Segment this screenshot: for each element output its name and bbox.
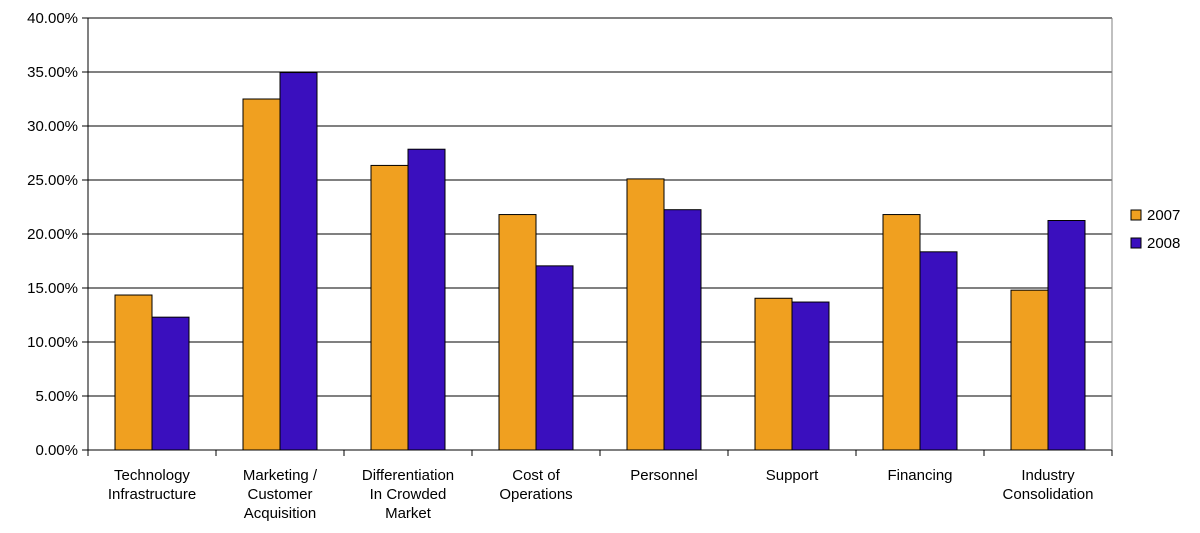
x-category-label: Acquisition (244, 505, 317, 522)
y-tick-label: 20.00% (27, 226, 78, 243)
y-tick-label: 0.00% (35, 442, 78, 459)
bar-2007-5 (626, 178, 665, 451)
x-category-label: In Crowded (370, 486, 447, 503)
y-tick-label: 25.00% (27, 172, 78, 189)
legend-label-2007: 2007 (1147, 207, 1180, 224)
x-category-label: Industry (1021, 467, 1075, 484)
bars (114, 72, 1086, 451)
legend-swatch-2007 (1130, 209, 1142, 221)
bar-2008-4 (535, 265, 574, 451)
bar-2007-8 (1010, 289, 1049, 451)
bar-2007-7 (882, 214, 921, 451)
y-axis-tick-labels: 0.00% 5.00% 10.00% 15.00% 20.00% 25.00% 30.00%… (27, 10, 78, 459)
y-tick-label: 5.00% (35, 388, 78, 405)
legend-swatch-2008 (1130, 237, 1142, 249)
x-category-label: Customer (247, 486, 312, 503)
x-category-label: Technology (114, 467, 190, 484)
x-category-label: Personnel (630, 467, 698, 484)
x-category-label: Differentiation (362, 467, 454, 484)
x-category-label: Consolidation (1003, 486, 1094, 503)
y-tick-label: 35.00% (27, 64, 78, 81)
x-axis-category-labels: Technology Infrastructure Marketing / Custo… (108, 467, 1094, 522)
bar-2008-6 (791, 301, 830, 451)
x-category-label: Operations (499, 486, 572, 503)
bar-2008-8 (1047, 220, 1086, 451)
y-tick-label: 10.00% (27, 334, 78, 351)
bar-2007-3 (370, 164, 409, 451)
y-tick-label: 40.00% (27, 10, 78, 27)
x-category-label: Market (385, 505, 432, 522)
bar-2008-5 (663, 209, 702, 451)
x-category-label: Infrastructure (108, 486, 196, 503)
legend: 2007 2008 (1130, 207, 1180, 252)
x-category-label: Financing (887, 467, 952, 484)
bar-2008-2 (279, 72, 318, 451)
bar-2008-1 (151, 316, 190, 451)
bar-2007-2 (242, 98, 281, 451)
gridlines (88, 17, 1112, 397)
y-tick-label: 30.00% (27, 118, 78, 135)
x-category-label: Support (766, 467, 819, 484)
x-category-label: Marketing / (243, 467, 318, 484)
bar-2007-4 (498, 214, 537, 451)
y-tick-label: 15.00% (27, 280, 78, 297)
bar-2008-3 (407, 148, 446, 451)
legend-label-2008: 2008 (1147, 235, 1180, 252)
x-category-label: Cost of (512, 467, 560, 484)
axes (82, 17, 1113, 456)
bar-2007-1 (114, 294, 153, 451)
bar-2008-7 (919, 251, 958, 451)
bar-2007-6 (754, 297, 793, 451)
